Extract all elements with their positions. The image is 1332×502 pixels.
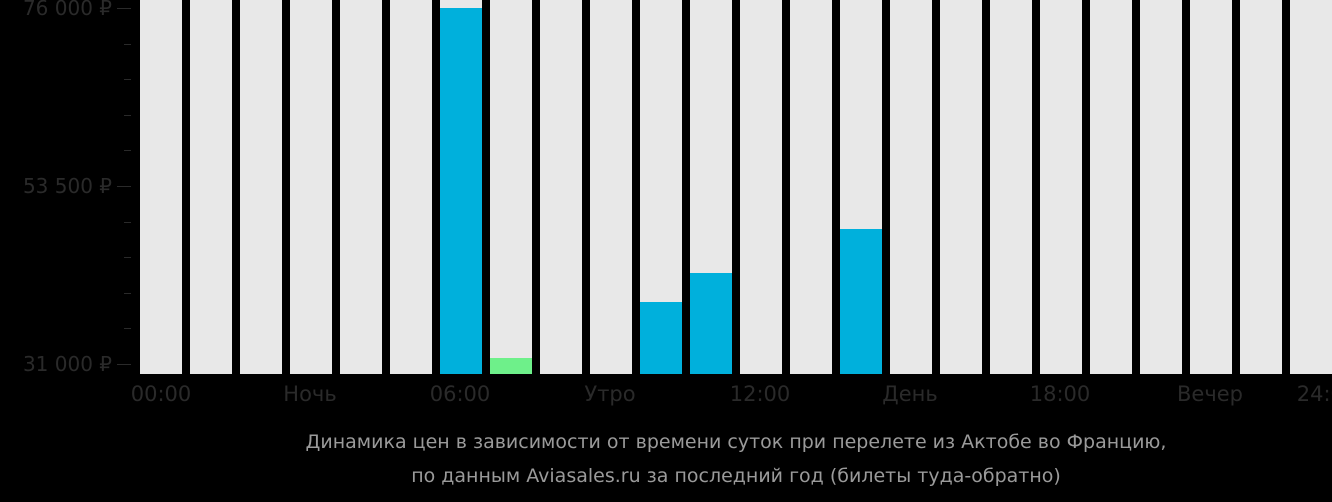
- price-bar: [840, 228, 882, 374]
- y-axis-label: 53 500 ₽: [22, 174, 112, 198]
- price-bar: [690, 273, 732, 374]
- y-axis-label: 31 000 ₽: [22, 352, 112, 376]
- hour-slot-08[interactable]: [540, 0, 582, 374]
- hour-slot-05[interactable]: [390, 0, 432, 374]
- x-axis-label: Ночь: [283, 382, 337, 406]
- hour-slot-15[interactable]: [890, 0, 932, 374]
- hour-slot-09[interactable]: [590, 0, 632, 374]
- hour-slot-11[interactable]: [690, 0, 732, 374]
- price-bar: [440, 8, 482, 374]
- hour-slot-13[interactable]: [790, 0, 832, 374]
- hour-slot-23[interactable]: [1290, 0, 1332, 374]
- y-axis-major-tick: [117, 186, 131, 187]
- y-axis-minor-tick: [124, 221, 131, 223]
- x-axis-label: 06:00: [429, 382, 491, 406]
- x-axis-label: День: [882, 382, 938, 406]
- hour-slot-17[interactable]: [990, 0, 1032, 374]
- y-axis-minor-tick: [124, 114, 131, 116]
- hour-slot-20[interactable]: [1140, 0, 1182, 374]
- hour-slot-06[interactable]: [440, 0, 482, 374]
- x-axis-label: 18:00: [1029, 382, 1091, 406]
- y-axis-major-tick: [117, 364, 131, 365]
- hour-slot-19[interactable]: [1090, 0, 1132, 374]
- x-axis-label: Вечер: [1177, 382, 1243, 406]
- y-axis-minor-tick: [124, 150, 131, 152]
- hour-slot-18[interactable]: [1040, 0, 1082, 374]
- x-axis-label: 24:00: [1296, 382, 1332, 406]
- hour-slot-16[interactable]: [940, 0, 982, 374]
- chart-caption-line: Динамика цен в зависимости от времени су…: [305, 431, 1167, 453]
- hour-slot-07[interactable]: [490, 0, 532, 374]
- chart-caption-line: по данным Aviasales.ru за последний год …: [411, 465, 1061, 487]
- y-axis-minor-tick: [124, 292, 131, 294]
- hour-slot-03[interactable]: [290, 0, 332, 374]
- hour-slot-04[interactable]: [340, 0, 382, 374]
- price-bar: [640, 302, 682, 374]
- y-axis-minor-tick: [124, 79, 131, 81]
- hour-slot-22[interactable]: [1240, 0, 1282, 374]
- x-axis-label: Утро: [584, 382, 636, 406]
- hour-slot-01[interactable]: [190, 0, 232, 374]
- x-axis-label: 12:00: [729, 382, 791, 406]
- hour-slot-21[interactable]: [1190, 0, 1232, 374]
- y-axis-minor-tick: [124, 257, 131, 259]
- x-axis-label: 00:00: [130, 382, 192, 406]
- hour-slot-00[interactable]: [140, 0, 182, 374]
- hour-slot-14[interactable]: [840, 0, 882, 374]
- cheapest-price-bar: [490, 357, 532, 374]
- y-axis-label: 76 000 ₽: [22, 0, 112, 20]
- y-axis-minor-tick: [124, 43, 131, 45]
- y-axis-major-tick: [117, 8, 131, 9]
- hour-slot-10[interactable]: [640, 0, 682, 374]
- hour-slot-12[interactable]: [740, 0, 782, 374]
- y-axis-minor-tick: [124, 328, 131, 330]
- hour-slot-02[interactable]: [240, 0, 282, 374]
